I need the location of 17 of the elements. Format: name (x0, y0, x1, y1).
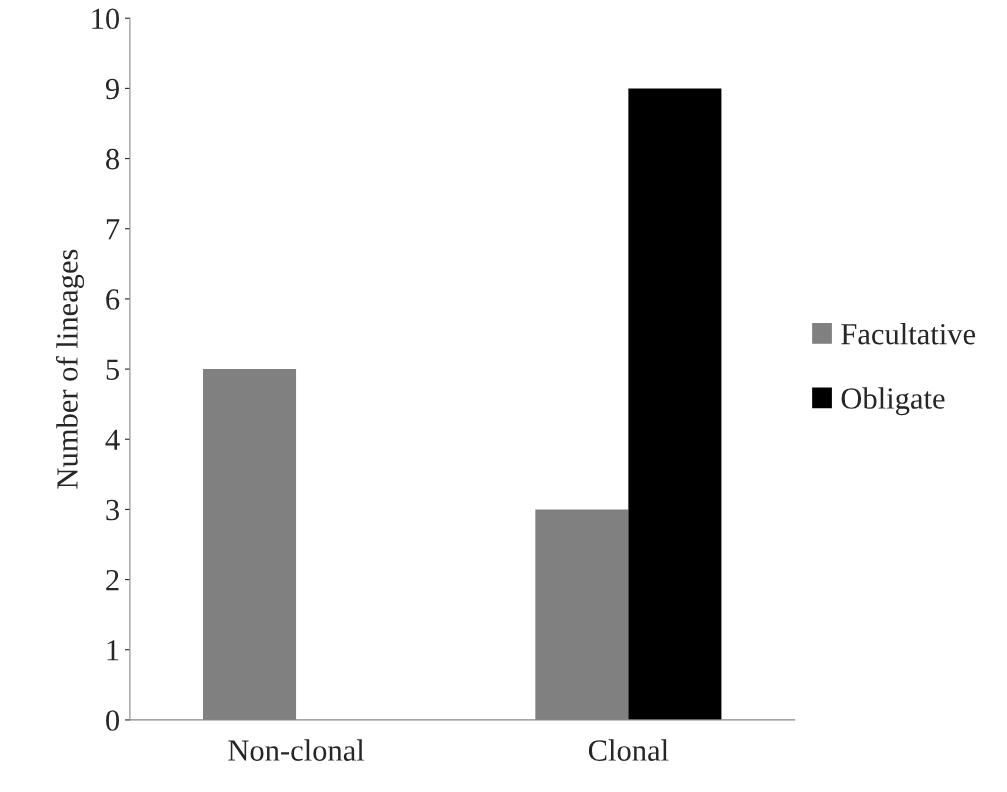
x-tick-label: Clonal (588, 739, 669, 761)
legend-label: Obligate (841, 387, 945, 416)
y-tick-label: 8 (106, 148, 120, 170)
bar (628, 88, 722, 720)
y-tick-label: 7 (106, 219, 120, 240)
y-tick-label: 4 (105, 429, 120, 450)
y-tick-label: 6 (106, 289, 120, 310)
y-tick-label: 0 (106, 710, 120, 731)
y-tick-label: 3 (106, 499, 119, 521)
y-tick-label: 10 (92, 8, 120, 30)
y-tick-label: 1 (107, 640, 119, 661)
y-axis-title: Number of lineages (55, 249, 85, 489)
legend-label: Facultative (841, 322, 976, 345)
y-tick-label: 2 (106, 569, 119, 591)
y-tick-label: 5 (106, 359, 119, 380)
x-tick-label: Non-clonal (228, 739, 365, 761)
y-tick-label: 9 (105, 78, 119, 100)
